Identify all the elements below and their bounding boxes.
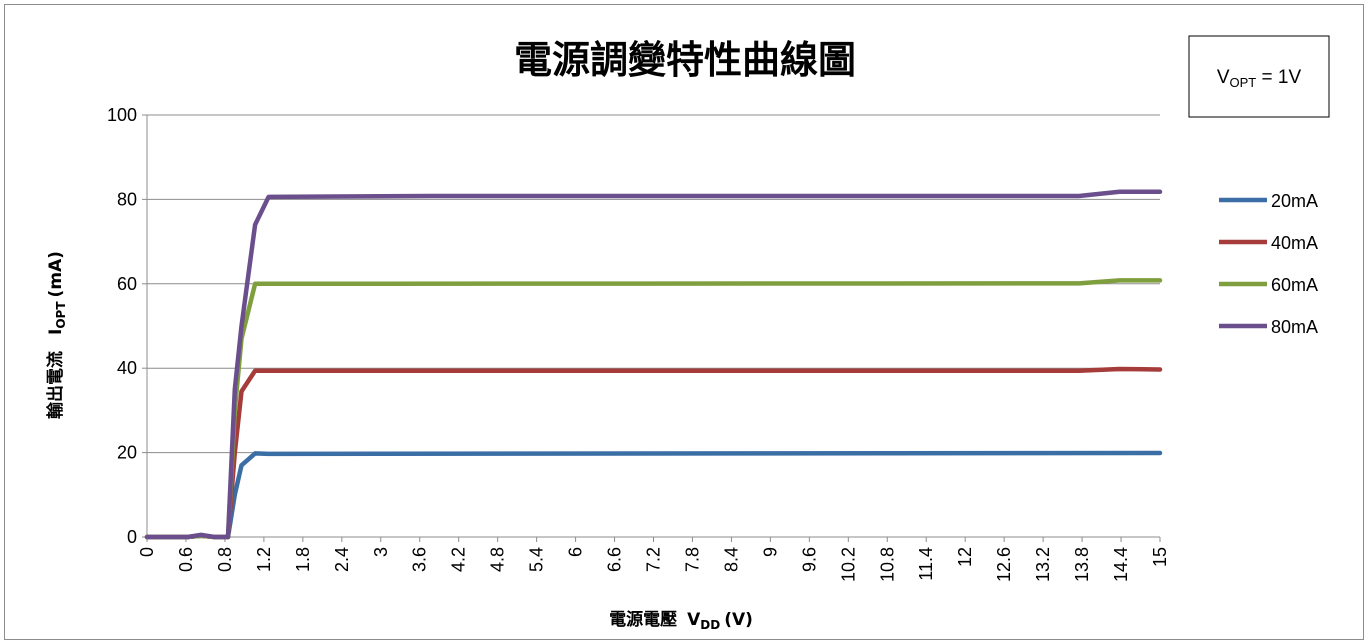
y-axis-label-var: I [46,329,66,335]
x-axis-label-text: 電源電壓 [609,609,677,630]
note-rest: = 1V [1256,67,1301,88]
x-axis-label-var: V [687,610,701,630]
condition-note-box [1188,35,1330,118]
x-tick-label: 12.6 [994,547,1014,582]
chart-frame: 電源調變特性曲線圖 VOPT = 1V 0 20 40 60 80 100 0 0.6 0.8… [4,4,1364,640]
series-lines [144,189,1163,540]
x-axis-label: 電源電壓 VDD (V) [609,609,753,632]
y-tick-label: 40 [117,358,137,378]
x-tick-label: 7.8 [682,547,702,572]
condition-note-text: VOPT = 1V [1217,67,1302,90]
x-tick-label: 1.2 [254,547,274,572]
x-tick-label: 3.6 [410,547,430,572]
y-axis-label-text: 輸出電流 [45,351,66,419]
y-tick-label: 60 [117,274,137,294]
x-tick-label: 0 [137,547,157,557]
x-tick-label: 6.6 [605,547,625,572]
x-tick-label: 12 [955,547,975,567]
legend-label: 60mA [1271,275,1318,295]
x-tick-label: 11.4 [916,547,936,581]
axes [142,114,1161,542]
y-axis-label: 輸出電流 IOPT (mA) [45,251,68,419]
x-tick-label: 1.8 [293,547,313,572]
x-axis-label-unit: (V) [724,610,753,630]
y-axis-label-sub: OPT [54,301,68,329]
x-tick-label: 9 [760,547,780,557]
chart-title: 電源調變特性曲線圖 [514,37,856,82]
x-tick-label: 4.8 [488,547,508,572]
series-line-60mA [144,278,1163,540]
note-var: V [1217,67,1230,88]
x-tick-labels: 0 0.6 0.8 1.2 1.8 2.4 3 3.6 4.2 4.8 5.4 6 6.6 7.2 7.8 8… [137,547,1170,582]
x-tick-label: 2.4 [332,547,352,572]
legend-label: 40mA [1271,233,1318,253]
x-tick-label: 7.2 [644,547,664,572]
y-tick-label: 0 [127,527,137,547]
x-tick-label: 13.2 [1033,547,1053,582]
x-tick-label: 5.4 [527,547,547,572]
series-line-20mA [144,450,1163,540]
y-tick-label: 20 [117,443,137,463]
x-tick-label: 10.8 [877,547,897,582]
legend-label: 80mA [1271,317,1318,337]
legend: 20mA 40mA 60mA 80mA [1219,191,1318,337]
note-sub: OPT [1230,75,1257,90]
x-axis-label-sub: DD [700,618,720,632]
x-tick-label: 8.4 [721,547,741,572]
x-tick-label: 3 [371,547,391,557]
x-tick-label: 9.6 [799,547,819,572]
series-line-80mA [144,189,1163,540]
x-tick-label: 0.6 [176,547,196,572]
gridlines [147,114,1160,538]
x-tick-label: 0.8 [215,547,235,572]
y-tick-labels: 0 20 40 60 80 100 [107,105,137,547]
condition-note: VOPT = 1V [1188,35,1330,118]
x-tick-label: 4.2 [449,547,469,572]
x-tick-label: 14.4 [1111,547,1131,582]
y-axis-label-unit: (mA) [46,251,66,297]
legend-label: 20mA [1271,191,1318,211]
y-tick-label: 80 [117,189,137,209]
x-tick-label: 15 [1150,547,1170,567]
x-tick-label: 10.2 [838,547,858,582]
x-tick-label: 6 [566,547,586,557]
y-tick-label: 100 [107,105,137,125]
x-tick-label: 13.8 [1072,547,1092,582]
